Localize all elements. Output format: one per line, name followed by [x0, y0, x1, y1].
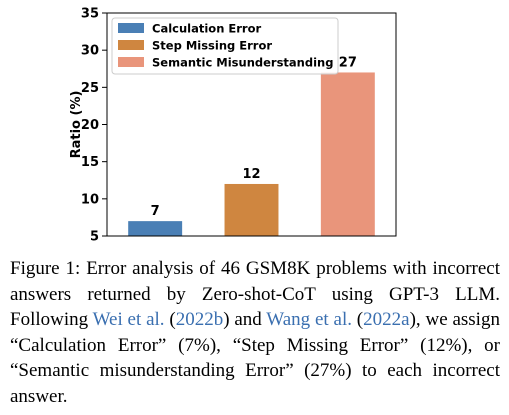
legend-label-calculation-error: Calculation Error: [152, 22, 261, 36]
legend-label-semantic-misunderstanding: Semantic Misunderstanding: [152, 56, 333, 70]
citation-year-wang[interactable]: 2022a: [363, 309, 410, 330]
legend-box: [111, 17, 339, 75]
caption-text-3: , we assign “Calculation Error” (7%), “S…: [10, 309, 500, 407]
bar-chart: 5 10 15 20 25 30 35 7 12 27 Ratio (%) Calculatio…: [69, 7, 397, 245]
legend-swatch-calculation-error: [118, 23, 144, 33]
legend-label-step-missing-error: Step Missing Error: [152, 39, 272, 53]
y-tick-label: 10: [81, 192, 99, 207]
legend-swatch-semantic-misunderstanding: [118, 57, 144, 67]
y-tick-label: 25: [81, 81, 99, 96]
legend-swatch-step-missing-error: [118, 40, 144, 50]
y-tick-label: 15: [81, 155, 99, 170]
legend: Calculation Error Step Missing Error Seman…: [111, 17, 339, 75]
caption-text-2: and: [234, 309, 262, 330]
bar-chart-figure: 5 10 15 20 25 30 35 7 12 27 Ratio (%) Calculatio…: [69, 7, 397, 245]
y-tick-label: 5: [90, 230, 99, 245]
data-label-calculation-error: 7: [151, 204, 160, 219]
y-axis-label: Ratio (%): [69, 91, 84, 159]
y-tick-label: 35: [81, 7, 99, 22]
caption-text-1: Error analysis of 46 GSM8K problems with…: [10, 258, 500, 330]
data-label-step-missing-error: 12: [242, 167, 260, 182]
bar-step-missing-error: [224, 183, 279, 236]
figure-caption: Figure 1: Error analysis of 46 GSM8K pro…: [10, 258, 500, 407]
y-tick-label: 30: [81, 44, 99, 59]
citation-year-wei[interactable]: 2022b: [175, 309, 224, 330]
y-tick-label: 20: [81, 118, 99, 133]
citation-link-wang[interactable]: Wang et al.: [266, 309, 352, 330]
bar-calculation-error: [128, 221, 183, 236]
bar-semantic-misunderstanding: [320, 72, 375, 236]
citation-link-wei[interactable]: Wei et al.: [92, 309, 165, 330]
data-label-semantic-misunderstanding: 27: [339, 55, 357, 70]
plot-frame: [106, 12, 397, 237]
caption-label: Figure 1:: [10, 258, 81, 279]
